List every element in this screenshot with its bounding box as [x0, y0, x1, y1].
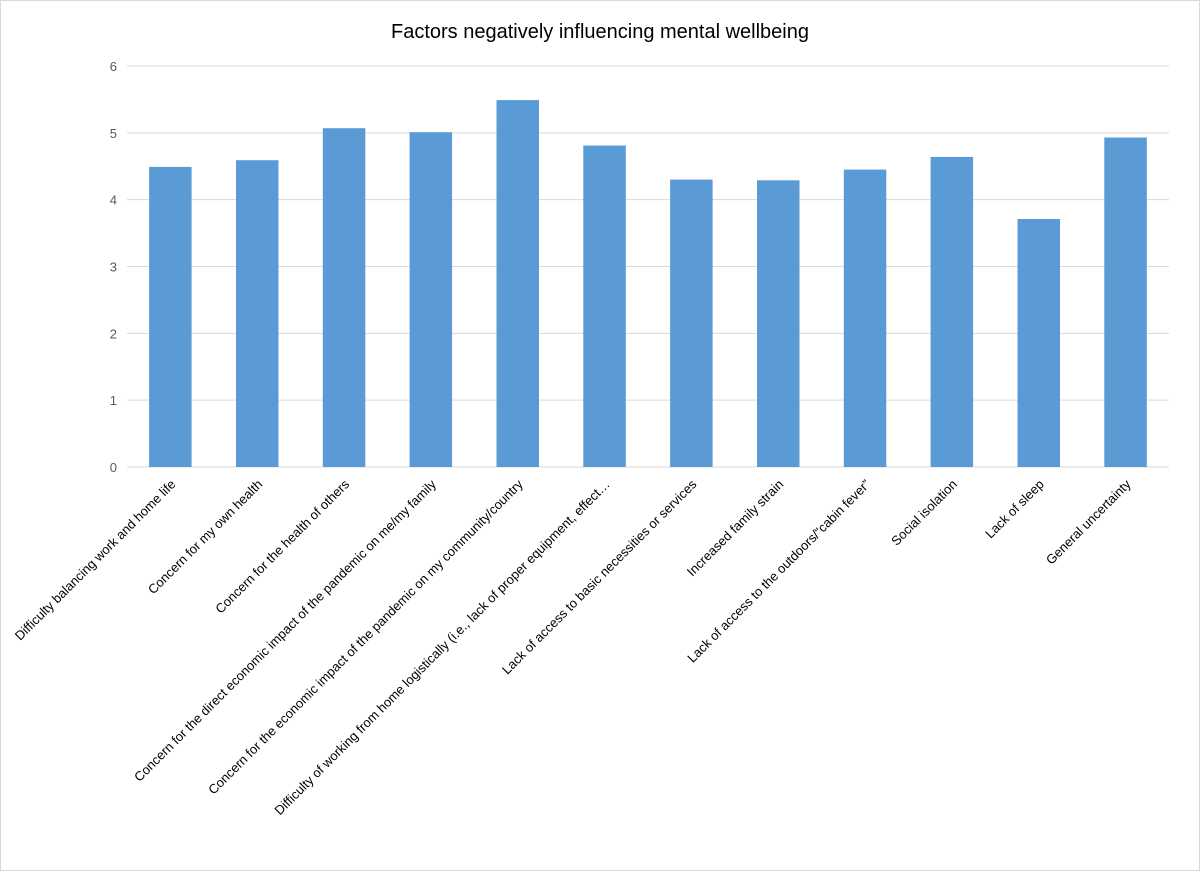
- category-label: Lack of sleep: [982, 477, 1047, 542]
- y-tick-label: 1: [110, 393, 117, 408]
- category-label: Increased family strain: [684, 477, 787, 580]
- bar: [583, 145, 626, 467]
- y-tick-label: 3: [110, 260, 117, 275]
- bar: [1017, 219, 1060, 467]
- y-tick-label: 5: [110, 126, 117, 141]
- chart-title: Factors negatively influencing mental we…: [391, 21, 809, 43]
- gridlines: [127, 65, 1169, 468]
- y-tick-label: 4: [110, 193, 117, 208]
- category-label: Concern for the economic impact of the p…: [205, 476, 526, 797]
- category-label: Lack of access to basic necessities or s…: [499, 476, 700, 677]
- y-axis-ticks: 0 1 2 3 4 5 6: [110, 59, 117, 475]
- category-label: General uncertainty: [1043, 476, 1134, 567]
- bar: [322, 128, 366, 467]
- bar: [1104, 137, 1147, 467]
- bar: [496, 100, 539, 467]
- category-label: Lack of access to the outdoors/“cabin fe…: [684, 477, 873, 666]
- category-label: Social isolation: [888, 477, 960, 549]
- category-label: Concern for the direct economic impact o…: [131, 476, 439, 784]
- bar: [670, 179, 713, 467]
- x-axis-category-labels: Difficulty balancing work and home lifeC…: [12, 476, 1134, 818]
- bar: [409, 132, 453, 467]
- bar: [757, 180, 800, 468]
- bar: [843, 169, 887, 467]
- y-tick-label: 2: [110, 326, 117, 341]
- y-tick-label: 6: [110, 59, 117, 74]
- y-tick-label: 0: [110, 460, 117, 475]
- bars: [149, 100, 1147, 468]
- category-label: Difficulty balancing work and home life: [12, 477, 179, 644]
- bar: [149, 166, 192, 467]
- bar: [930, 156, 974, 467]
- category-label: Difficulty of working from home logistic…: [271, 477, 612, 818]
- bar: [236, 160, 279, 467]
